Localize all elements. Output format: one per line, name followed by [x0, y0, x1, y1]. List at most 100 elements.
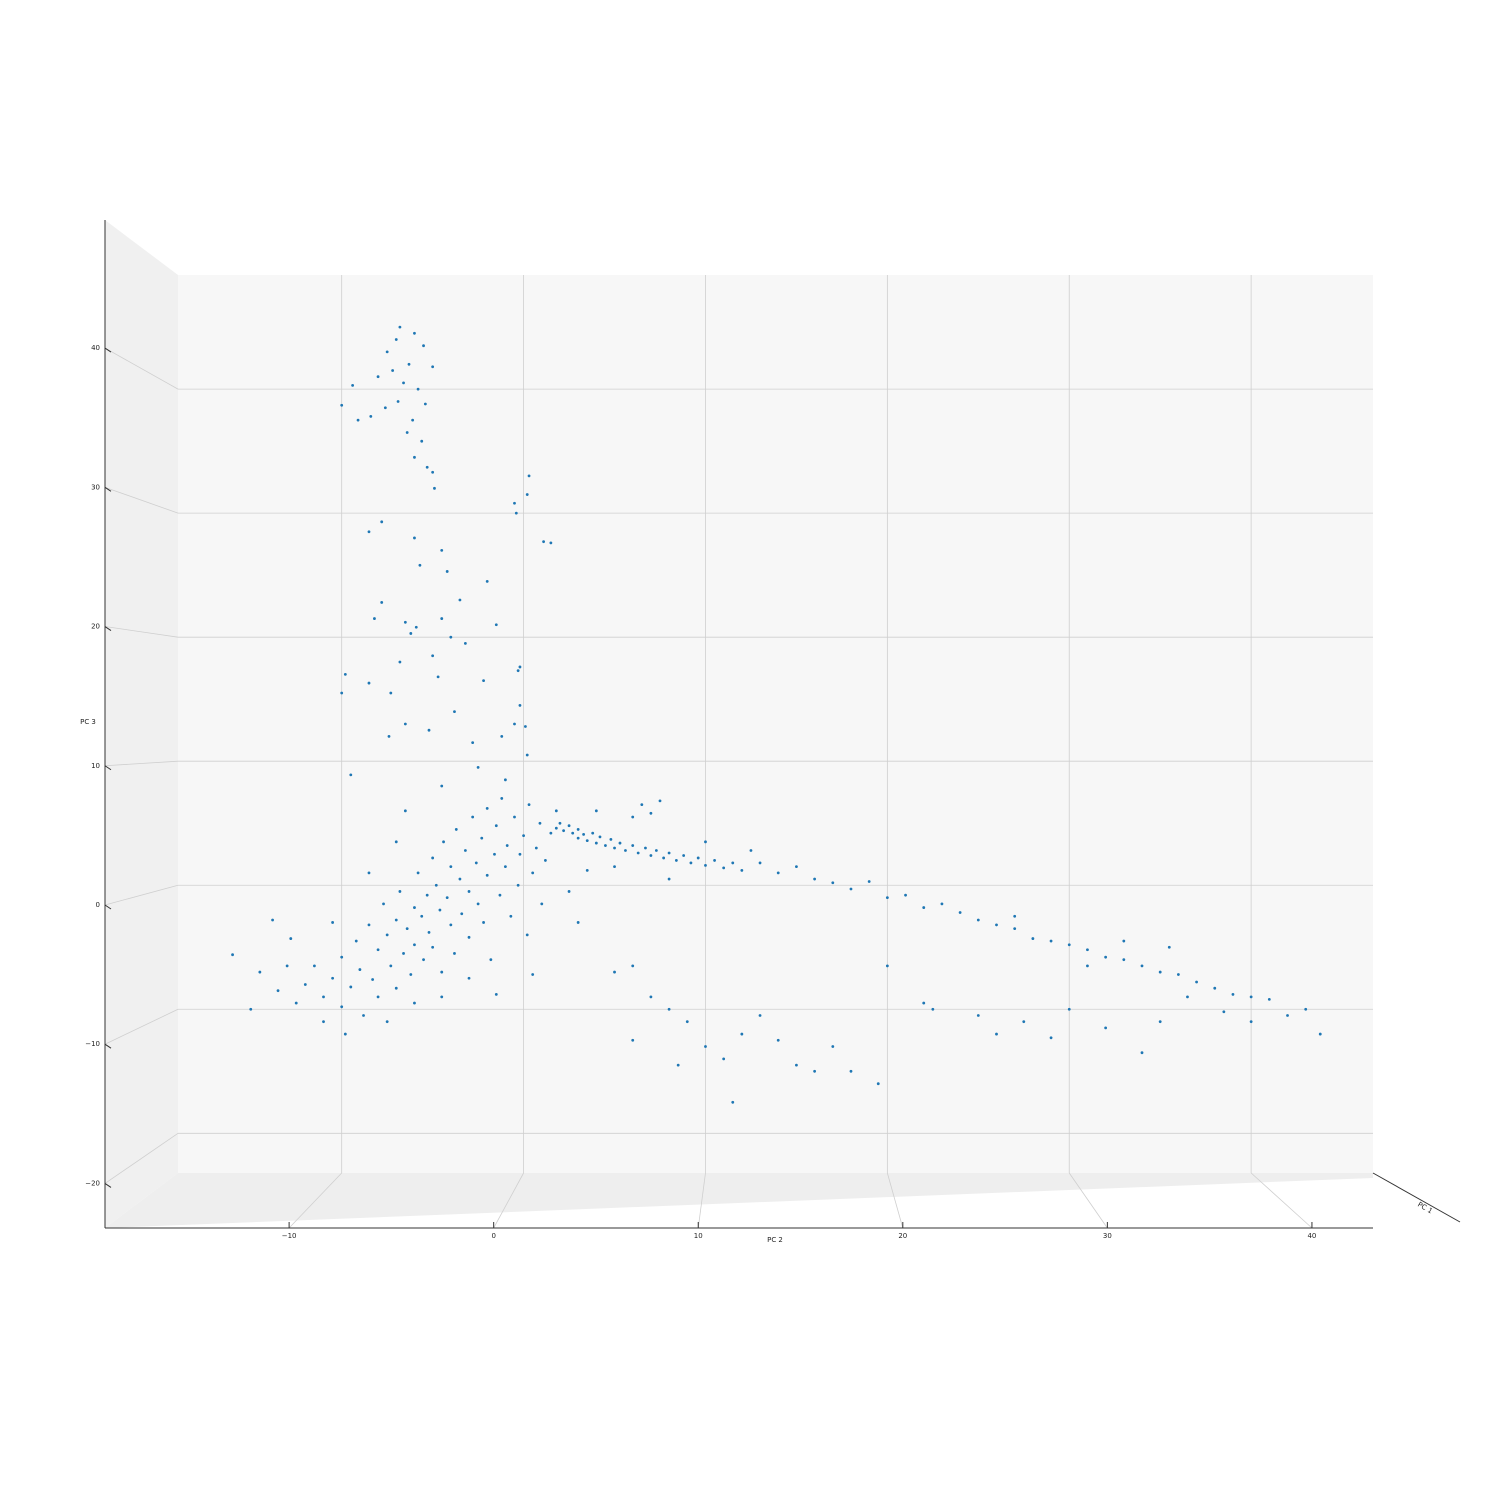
- point: [674, 859, 678, 862]
- point: [658, 799, 662, 803]
- y-tick-label: 0: [96, 901, 100, 909]
- point: [438, 908, 442, 912]
- point: [1086, 964, 1089, 968]
- point: [704, 1045, 707, 1048]
- point: [442, 840, 445, 844]
- point: [509, 914, 513, 918]
- point: [731, 861, 735, 865]
- point: [1195, 980, 1198, 984]
- point: [500, 735, 504, 738]
- point: [776, 1038, 780, 1042]
- point: [667, 1007, 671, 1011]
- point: [331, 921, 335, 924]
- point: [398, 890, 402, 893]
- point: [285, 964, 289, 968]
- point: [591, 831, 595, 835]
- point: [513, 501, 516, 505]
- point: [425, 465, 429, 469]
- point: [542, 540, 545, 544]
- point: [271, 918, 274, 922]
- point: [445, 896, 449, 900]
- point: [445, 570, 449, 573]
- point: [1013, 927, 1017, 931]
- grid-line: [104, 1132, 179, 1184]
- point: [383, 406, 387, 410]
- point: [631, 1038, 635, 1042]
- point: [1213, 986, 1217, 990]
- grid-line: [1250, 1172, 1313, 1229]
- point: [485, 579, 489, 583]
- point: [340, 403, 344, 407]
- point: [418, 563, 422, 567]
- point: [420, 914, 424, 918]
- point: [431, 470, 435, 474]
- point: [534, 846, 538, 850]
- point: [322, 1020, 325, 1024]
- point: [876, 1082, 880, 1086]
- point: [422, 344, 425, 348]
- y-tick-label: 30: [91, 483, 100, 491]
- point: [540, 902, 544, 906]
- point: [885, 964, 889, 968]
- x-tick-label: 0: [491, 1232, 495, 1240]
- point: [249, 1007, 253, 1011]
- point: [613, 846, 616, 850]
- point: [503, 865, 507, 869]
- point: [389, 691, 393, 695]
- point: [494, 623, 498, 627]
- point: [1158, 1020, 1162, 1024]
- point: [367, 923, 371, 927]
- grid-line: [104, 760, 179, 767]
- point: [1140, 964, 1144, 968]
- point: [685, 1020, 689, 1024]
- point: [831, 881, 835, 885]
- point: [740, 1032, 744, 1036]
- point: [422, 958, 425, 962]
- point: [576, 828, 580, 831]
- point: [463, 849, 467, 852]
- point: [367, 530, 371, 534]
- point: [1167, 945, 1171, 949]
- point: [1049, 939, 1053, 943]
- grid-line: [104, 884, 179, 906]
- point: [458, 598, 462, 602]
- point: [343, 1032, 347, 1036]
- point: [831, 1045, 835, 1048]
- point: [758, 1014, 762, 1017]
- point: [467, 935, 471, 939]
- point: [749, 849, 753, 852]
- point: [662, 856, 666, 860]
- point: [409, 632, 413, 635]
- point: [405, 431, 409, 434]
- point: [398, 660, 402, 664]
- point: [885, 896, 889, 900]
- point: [731, 1100, 735, 1104]
- point: [513, 722, 516, 726]
- point: [385, 1020, 389, 1024]
- point: [373, 617, 376, 620]
- grid-line: [697, 1172, 706, 1229]
- point: [1304, 1007, 1308, 1011]
- point: [385, 350, 389, 354]
- point: [513, 815, 516, 819]
- point: [485, 873, 489, 877]
- point: [503, 778, 507, 782]
- point: [340, 1005, 344, 1009]
- point: [1104, 955, 1108, 959]
- grid-line: [493, 1172, 524, 1229]
- point: [516, 883, 520, 887]
- point: [594, 841, 598, 845]
- point: [1022, 1020, 1026, 1024]
- point: [482, 679, 485, 682]
- point: [436, 675, 440, 679]
- point: [402, 952, 405, 955]
- point: [576, 921, 580, 924]
- point: [1122, 958, 1126, 962]
- point: [480, 836, 484, 840]
- point: [294, 1001, 298, 1005]
- point: [440, 784, 444, 788]
- point: [403, 620, 407, 624]
- point: [467, 890, 471, 893]
- point: [995, 923, 998, 927]
- point: [1231, 992, 1235, 996]
